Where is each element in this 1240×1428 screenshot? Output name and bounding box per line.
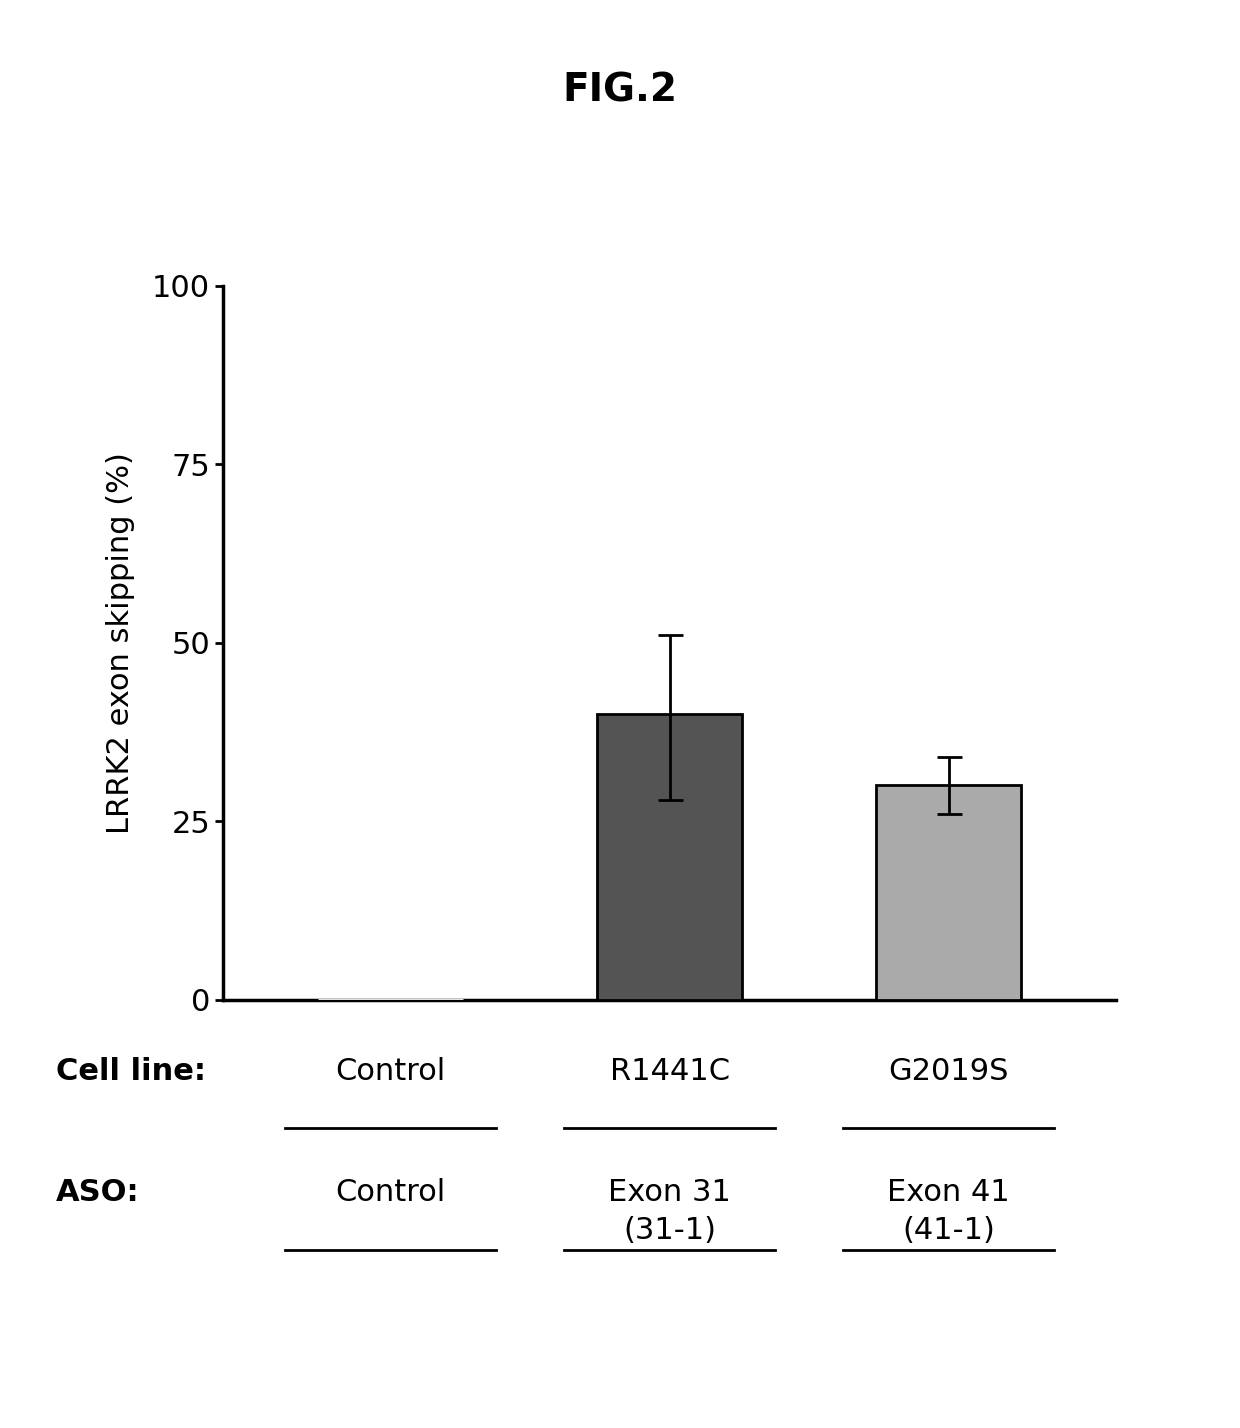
- Text: Control: Control: [336, 1178, 445, 1207]
- Text: ASO:: ASO:: [56, 1178, 139, 1207]
- Text: R1441C: R1441C: [610, 1057, 729, 1085]
- Text: G2019S: G2019S: [888, 1057, 1009, 1085]
- Text: Exon 31
(31-1): Exon 31 (31-1): [608, 1178, 732, 1245]
- Y-axis label: LRRK2 exon skipping (%): LRRK2 exon skipping (%): [107, 451, 135, 834]
- Bar: [596, 714, 742, 1000]
- Text: FIG.2: FIG.2: [563, 71, 677, 110]
- Text: Cell line:: Cell line:: [56, 1057, 206, 1085]
- Bar: [875, 785, 1021, 1000]
- Text: Control: Control: [336, 1057, 445, 1085]
- Text: Exon 41
(41-1): Exon 41 (41-1): [888, 1178, 1009, 1245]
